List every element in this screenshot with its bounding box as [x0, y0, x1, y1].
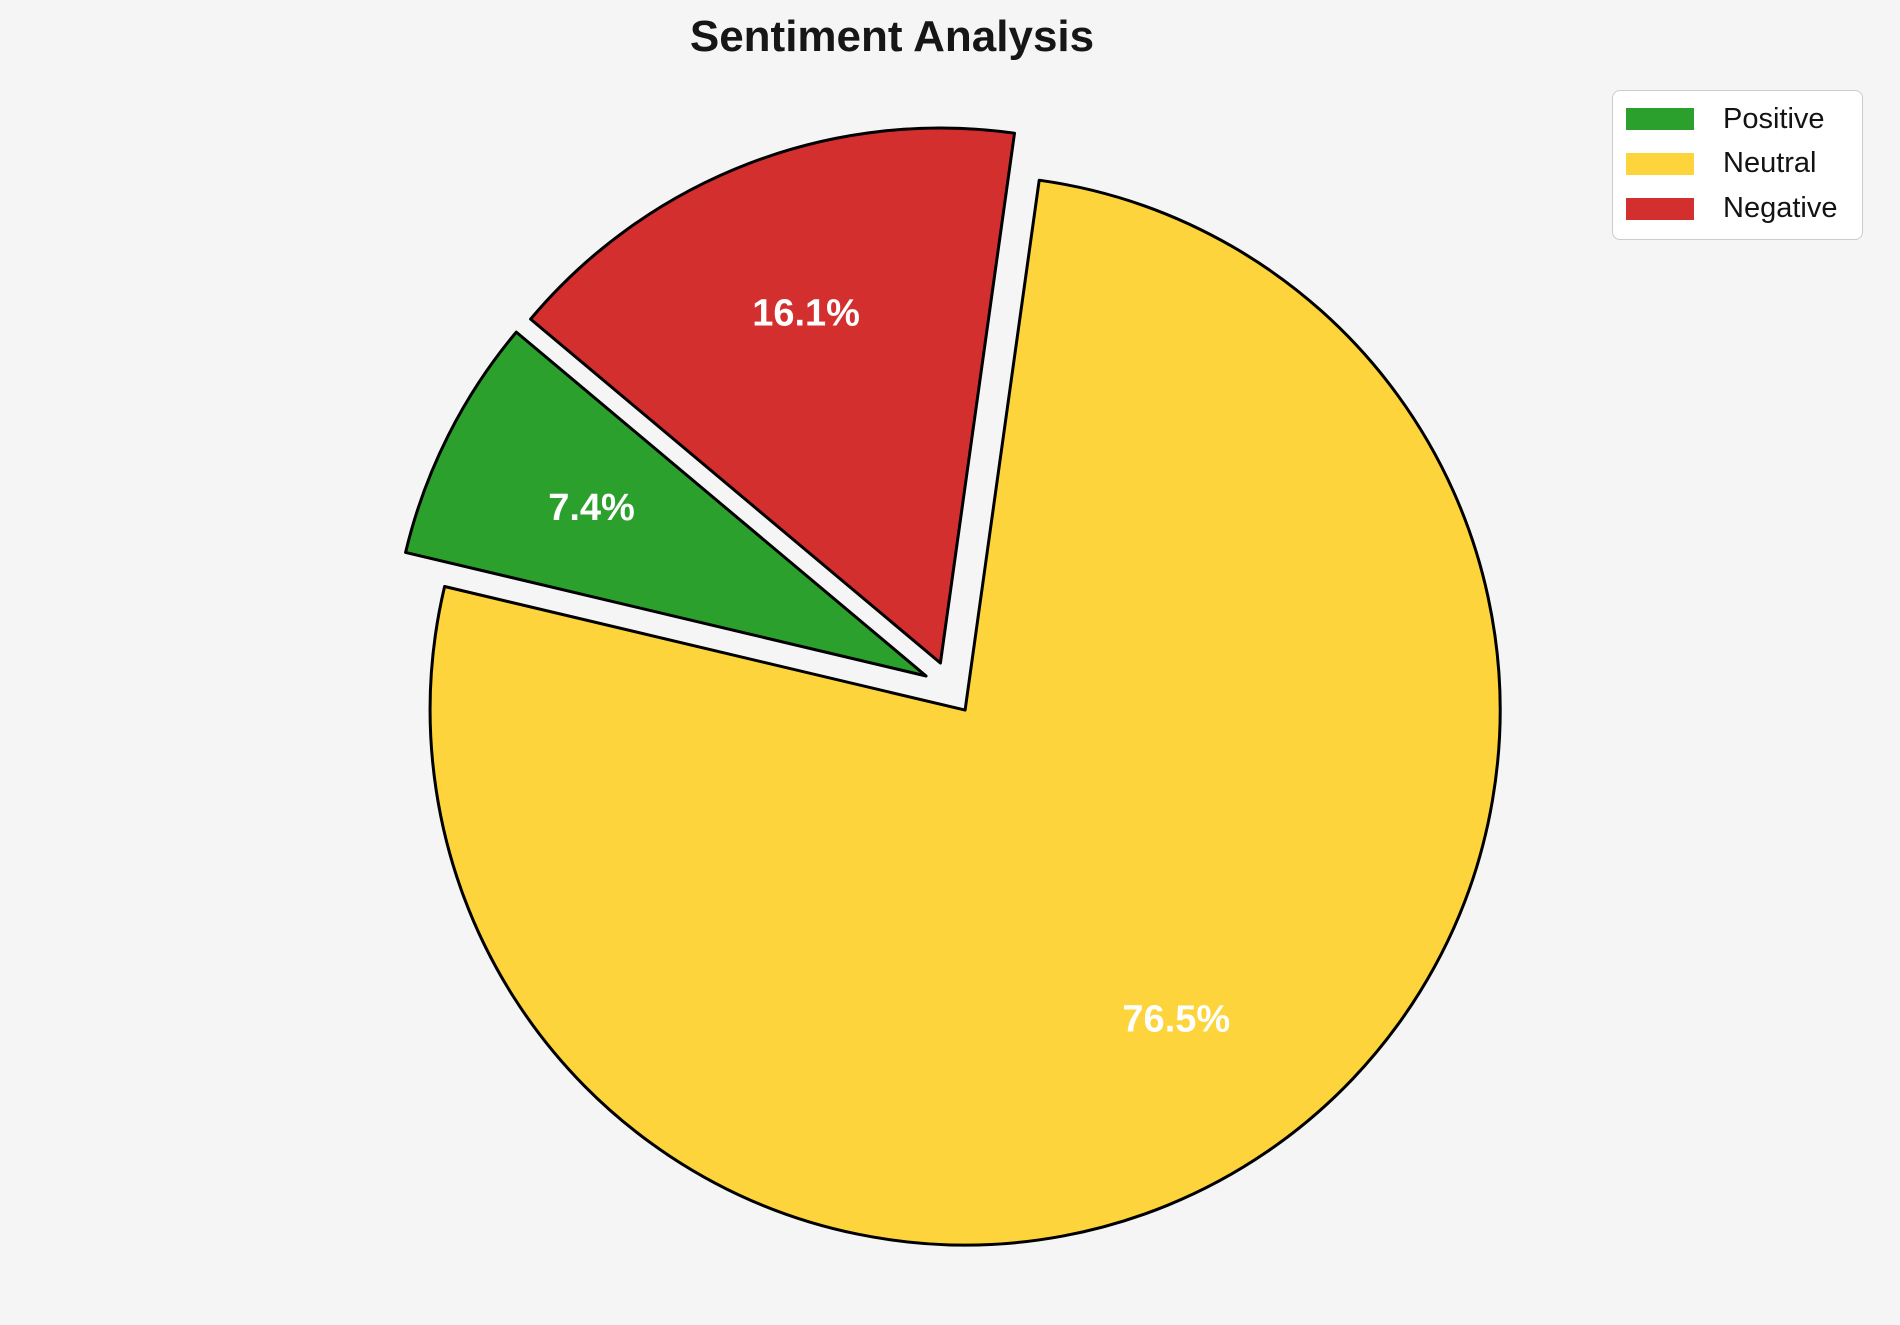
legend-swatch-negative	[1626, 197, 1694, 220]
legend-label-neutral: Neutral	[1723, 147, 1817, 180]
pie-slice-positive	[404, 330, 928, 678]
legend-label-positive: Positive	[1723, 102, 1825, 135]
pct-label-positive: 7.4%	[548, 487, 635, 529]
pie-slice-negative	[529, 126, 1016, 665]
legend-item-negative: Negative	[1626, 187, 1848, 231]
pct-label-negative: 16.1%	[752, 293, 860, 335]
legend: Positive Neutral Negative	[1612, 90, 1863, 240]
legend-label-negative: Negative	[1723, 192, 1838, 225]
legend-item-positive: Positive	[1626, 97, 1848, 141]
legend-item-neutral: Neutral	[1626, 142, 1848, 186]
legend-swatch-positive	[1626, 108, 1694, 131]
pct-label-neutral: 76.5%	[1122, 998, 1230, 1040]
chart-title: Sentiment Analysis	[689, 12, 1095, 61]
pie-slice-neutral	[428, 178, 1502, 1247]
legend-swatch-neutral	[1626, 152, 1694, 175]
